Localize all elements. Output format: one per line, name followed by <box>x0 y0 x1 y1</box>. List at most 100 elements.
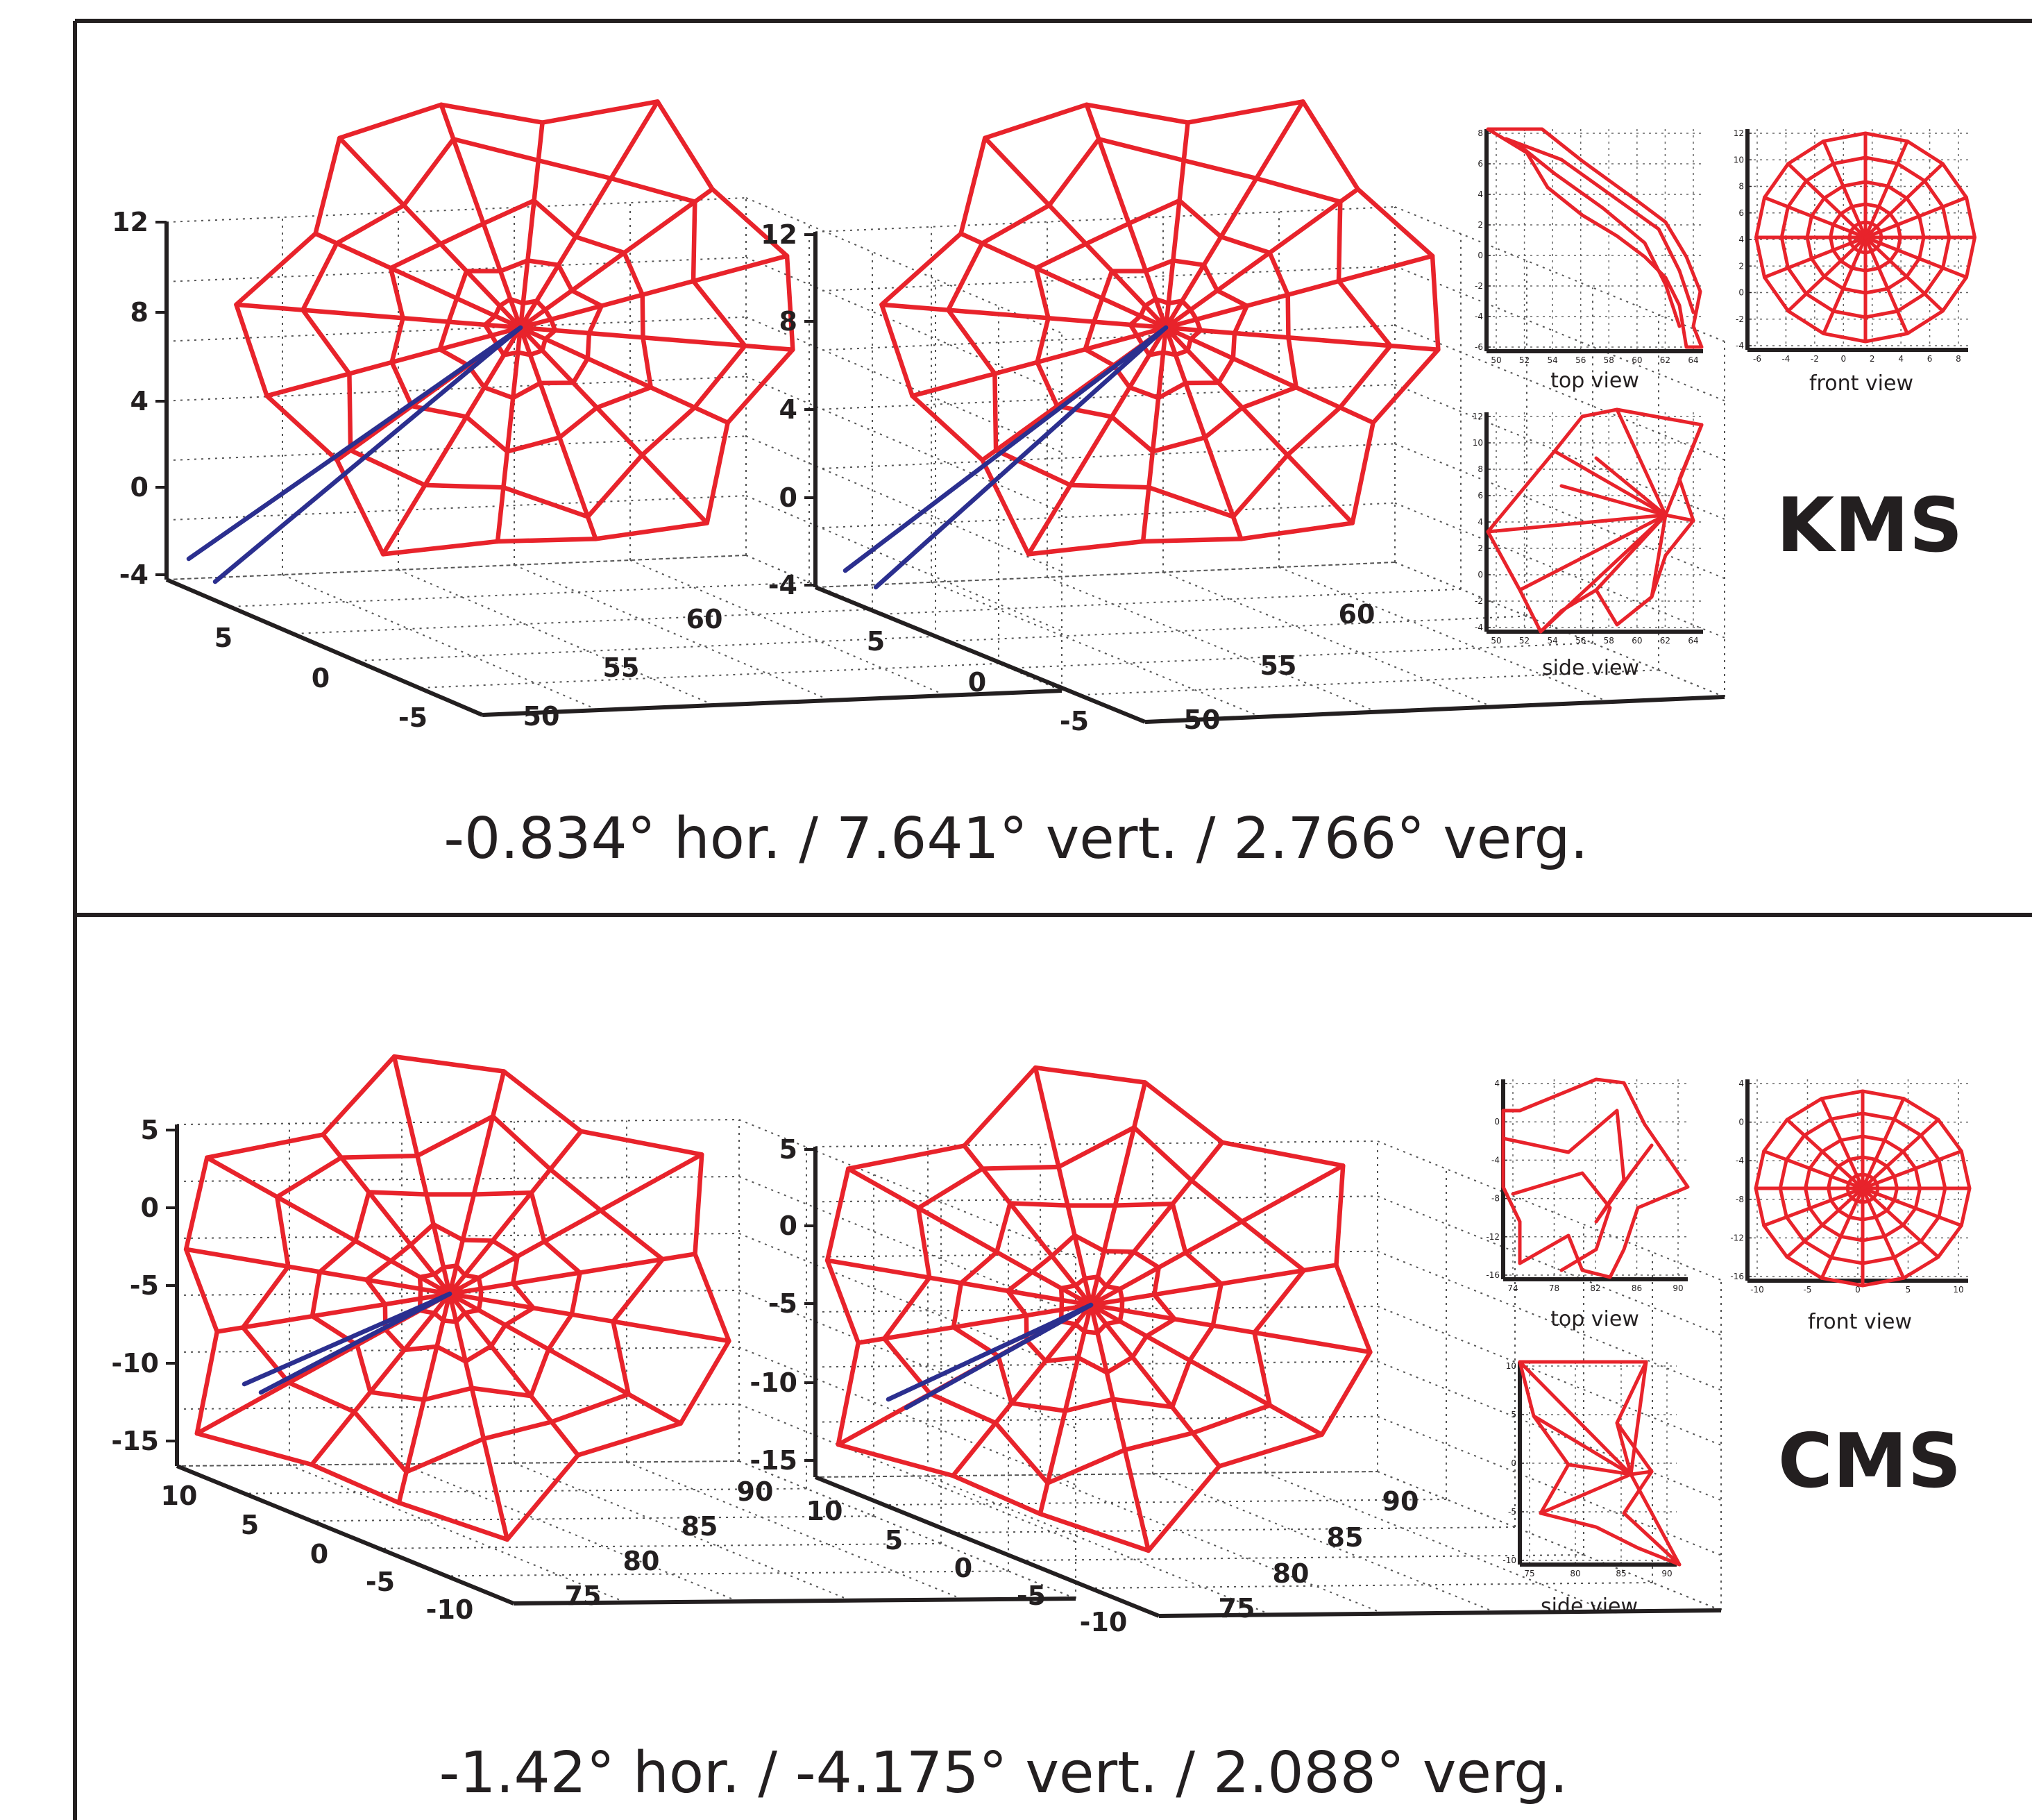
x-tick-label: -2 <box>1811 354 1819 364</box>
mesh-spoke <box>1629 1469 1654 1476</box>
mesh-spoke <box>1163 187 1360 330</box>
y-tick-label: 2 <box>1738 261 1744 271</box>
mesh-spoke <box>309 1291 452 1467</box>
mesh-spoke <box>1863 196 1969 239</box>
y-tick-label: -4 <box>1736 1156 1744 1165</box>
mesh-spoke <box>313 231 523 330</box>
mesh-spoke <box>1088 1302 1222 1469</box>
wireframe-mesh <box>1486 127 1704 349</box>
y-tick-label: 8 <box>1738 182 1744 192</box>
mesh-spoke <box>183 1247 452 1297</box>
y-tick-label: 8 <box>1478 464 1483 474</box>
mesh-spoke <box>1532 1414 1633 1476</box>
mesh-spoke <box>1163 99 1305 330</box>
mesh-spoke <box>1088 1080 1148 1308</box>
mesh-spoke <box>495 325 523 544</box>
x-tick-label: 64 <box>1688 636 1698 646</box>
grid-line <box>738 1460 1076 1599</box>
mesh-spoke <box>447 1129 584 1297</box>
y-tick-label: 60 <box>686 604 723 634</box>
mesh-spoke <box>1026 325 1169 557</box>
x-tick-label: 8 <box>1956 354 1961 364</box>
mesh-spoke <box>1822 139 1868 239</box>
gaze-lines <box>186 325 523 584</box>
y-tick-label: 10 <box>1734 155 1744 165</box>
mesh-spoke <box>380 325 523 557</box>
z-tick-label: -10 <box>111 1348 159 1379</box>
mesh-spoke <box>518 99 660 330</box>
x-tick-label: -10 <box>426 1594 474 1625</box>
x-tick-label: 82 <box>1590 1283 1600 1293</box>
y-tick-label: 0 <box>1494 1117 1500 1127</box>
y-tick-label: 90 <box>1382 1486 1419 1517</box>
z-tick-label: 4 <box>779 394 797 425</box>
y-tick-label: 55 <box>1260 650 1297 681</box>
mesh-spoke <box>1038 1302 1094 1517</box>
y-tick-label: 85 <box>681 1511 718 1542</box>
x-tick-label: 5 <box>867 626 885 657</box>
x-tick-label: -4 <box>1781 354 1790 364</box>
y-tick-label: 90 <box>737 1476 774 1507</box>
y-tick-label: -4 <box>1475 623 1483 632</box>
x-tick-label: 5 <box>885 1525 903 1556</box>
mesh-spoke <box>447 1252 697 1297</box>
grid-line <box>514 564 831 701</box>
mesh-spoke <box>1762 235 1868 279</box>
mesh-spoke <box>214 1291 452 1334</box>
x-tick-label: 0 <box>310 1539 328 1569</box>
grid <box>1487 129 1703 351</box>
mesh-spoke <box>518 253 790 330</box>
x-tick-label: 5 <box>214 623 232 653</box>
top-view-plot: 4 0 -4 -8 -12 -16 74 78 82 86 90 <box>1486 1077 1690 1293</box>
wireframe-mesh <box>1754 1089 1972 1288</box>
mesh-spoke <box>1140 325 1169 544</box>
mesh-spoke <box>518 325 598 541</box>
x-tick-label: 0 <box>954 1553 972 1583</box>
z-tick-label: 0 <box>130 472 149 503</box>
z-tick-label: -4 <box>768 570 797 600</box>
mesh-spoke <box>962 1143 1094 1308</box>
x-tick-label: 56 <box>1575 355 1586 365</box>
mesh-spoke <box>1861 1186 1940 1259</box>
y-tick-label: 2 <box>1478 544 1483 553</box>
y-tick-label: 80 <box>1273 1558 1310 1589</box>
mesh-spoke <box>205 1155 452 1297</box>
y-axis <box>1144 695 1725 724</box>
x-tick-label: 50 <box>1491 355 1501 365</box>
grid-line <box>738 1290 1076 1429</box>
mesh-spoke <box>1863 139 1909 239</box>
x-tick-label: 4 <box>1898 354 1904 364</box>
z-tick-label: -4 <box>119 559 149 590</box>
mesh-spoke <box>879 302 1169 330</box>
gaze-line-left-eye <box>843 325 1169 573</box>
mesh-spoke <box>1861 1186 1906 1280</box>
mesh-spoke <box>1650 513 1668 599</box>
y-tick-label: 12 <box>1473 412 1483 421</box>
grid-line <box>738 1119 1076 1258</box>
y-tick-label: 5 <box>1511 1410 1516 1419</box>
subject-label: KMS <box>1777 482 1963 569</box>
top-view-label: top view <box>1550 1307 1639 1331</box>
grid-line <box>626 1461 964 1601</box>
front-view-plot: 12 10 8 6 4 2 0 -2 -4 -6 -4 -2 0 2 4 6 8 <box>1734 128 1976 364</box>
mesh-outline <box>1486 127 1704 349</box>
z-tick-label: 12 <box>761 219 797 250</box>
mesh-spoke <box>447 1291 581 1458</box>
gaze-line-left-eye <box>886 1302 1094 1402</box>
y-tick-label: -4 <box>1491 1155 1500 1165</box>
x-tick-label: -5 <box>1017 1581 1046 1611</box>
x-tick-label: 85 <box>1616 1569 1626 1578</box>
front-view-label: front view <box>1809 371 1913 396</box>
y-tick-label: 0 <box>1511 1458 1516 1468</box>
z-tick-label: -5 <box>130 1270 159 1301</box>
y-tick-label: 75 <box>1219 1593 1255 1624</box>
z-tick-label: 4 <box>130 386 149 416</box>
grid-line <box>738 1176 1076 1315</box>
mesh-spoke <box>1615 407 1668 517</box>
mesh-spoke <box>1088 1302 1373 1355</box>
mesh-spoke <box>1820 1186 1865 1280</box>
y-axis <box>482 689 1062 717</box>
z-tick-label: -15 <box>750 1445 797 1476</box>
mesh-spoke <box>910 325 1169 398</box>
